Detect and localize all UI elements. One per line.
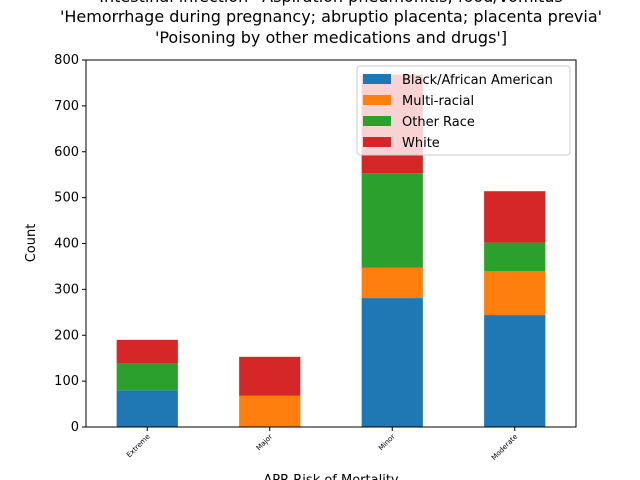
- legend-label: White: [402, 136, 440, 151]
- x-axis-label: APR Risk of Mortality: [263, 473, 399, 480]
- y-tick-label: 300: [54, 282, 79, 297]
- bar-segment: [484, 271, 546, 316]
- chart-title-line: 'Poisoning by other medications and drug…: [155, 28, 507, 47]
- legend-swatch: [363, 116, 391, 126]
- legend-label: Other Race: [402, 115, 475, 130]
- y-tick-label: 600: [54, 145, 79, 160]
- plot-frame: [85, 59, 577, 428]
- x-tick-label: Extreme: [125, 433, 151, 459]
- y-tick-label: 800: [54, 53, 79, 68]
- x-tick-label: Minor: [377, 433, 397, 453]
- x-tick-label: Moderate: [490, 433, 519, 462]
- bar-segment: [361, 173, 423, 268]
- bar-segment: [361, 298, 423, 427]
- legend-label: Black/African American: [402, 73, 553, 88]
- legend-swatch: [363, 74, 391, 84]
- chart-title-line: 'Hemorrhage during pregnancy; abruptio p…: [60, 7, 602, 26]
- bar-segment: [239, 395, 301, 427]
- bar-segment: [239, 356, 301, 396]
- x-tick-label: Major: [255, 433, 274, 452]
- legend-swatch: [363, 137, 391, 147]
- bar-segment: [116, 363, 178, 391]
- legend-box: [356, 65, 571, 156]
- bar-segment: [484, 191, 546, 243]
- bar-segment: [116, 339, 178, 364]
- y-tick-label: 0: [71, 420, 79, 435]
- bar-segment: [484, 315, 546, 427]
- bar-segment: [361, 267, 423, 299]
- y-tick-label: 200: [54, 328, 79, 343]
- bar-segment: [484, 242, 546, 272]
- bar-segment: [116, 390, 178, 427]
- y-axis-label: Count: [24, 224, 39, 263]
- chart-title-line: 'Intestinal infection' 'Aspiration pneum…: [95, 0, 567, 6]
- y-tick-label: 400: [54, 237, 79, 252]
- y-tick-label: 100: [54, 374, 79, 389]
- y-tick-label: 500: [54, 191, 79, 206]
- legend-label: Multi-racial: [402, 94, 474, 109]
- y-tick-label: 700: [54, 99, 79, 114]
- legend-swatch: [363, 95, 391, 105]
